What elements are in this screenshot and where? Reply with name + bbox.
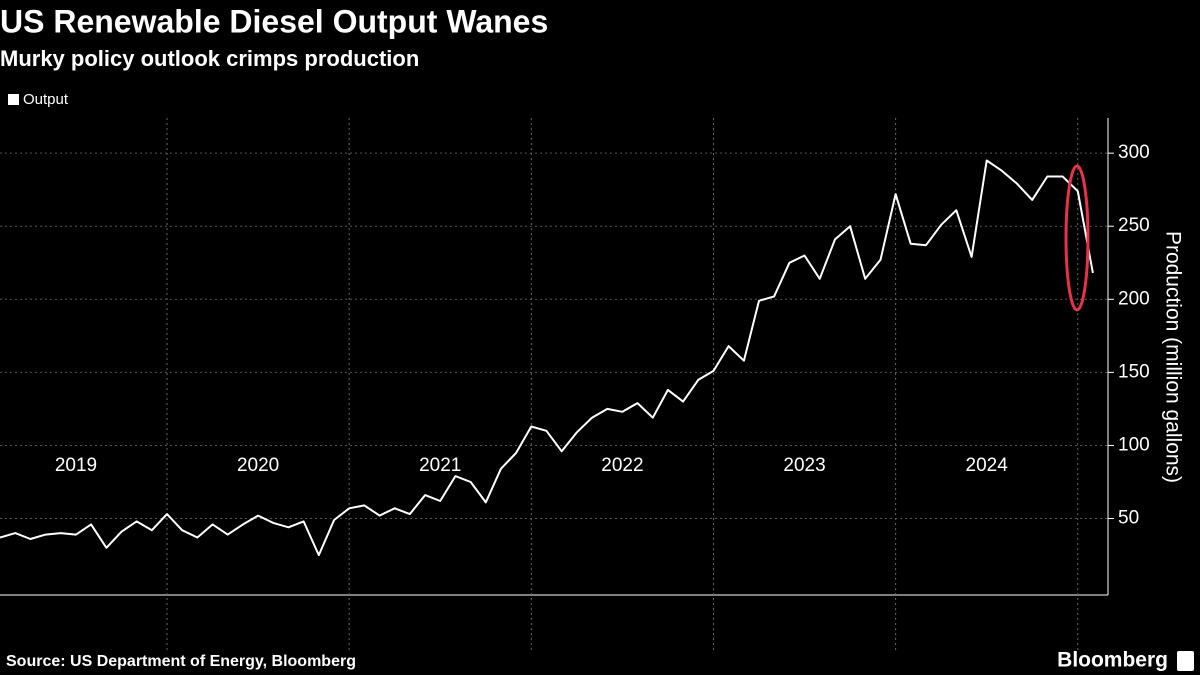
source: Source: US Department of Energy, Bloombe… <box>6 653 356 670</box>
x-tick-label: 2024 <box>966 455 1009 476</box>
line <box>0 159 1094 557</box>
x-tick-label: 2021 <box>419 455 461 476</box>
x-tick-label: 2022 <box>601 455 643 476</box>
y-tick-label: 250 <box>1118 215 1150 236</box>
brand-icon <box>1177 651 1194 671</box>
x-tick-label: 2019 <box>55 455 97 476</box>
brand: Bloomberg <box>1057 649 1168 672</box>
highlight-ellipse <box>1064 164 1090 312</box>
y-tick-label: 50 <box>1118 508 1139 529</box>
chart-subtitle: Murky policy outlook crimps production <box>0 46 419 71</box>
y-tick-label: 300 <box>1118 142 1150 163</box>
chart-title: US Renewable Diesel Output Wanes <box>0 3 548 39</box>
y-axis-title: Production (million gallons) <box>1161 231 1184 483</box>
y-tick-label: 200 <box>1118 288 1150 309</box>
x-tick-label: 2020 <box>237 455 279 476</box>
legend-label: Output <box>23 91 69 108</box>
y-tick-label: 150 <box>1118 361 1150 382</box>
legend-swatch <box>8 94 19 105</box>
y-tick-label: 100 <box>1118 434 1150 455</box>
x-tick-label: 2023 <box>783 455 825 476</box>
